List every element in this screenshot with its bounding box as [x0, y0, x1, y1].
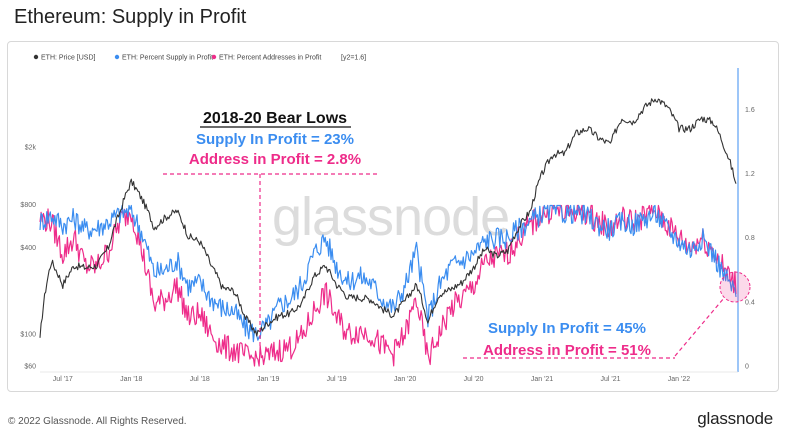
x-tick-label: Jan '21 [531, 376, 553, 383]
annotation-label-4: Address in Profit = 51% [483, 342, 651, 359]
x-tick-label: Jan '22 [668, 376, 690, 383]
legend-item-2: ETH: Percent Addresses in Profit [219, 55, 321, 62]
x-tick-label: Jan '20 [394, 376, 416, 383]
watermark-text: glassnode [272, 187, 509, 247]
current-pointer [674, 297, 725, 357]
x-tick-label: Jan '18 [120, 376, 142, 383]
x-tick-label: Jul '21 [600, 376, 620, 383]
legend-item-3: [y2=1.6] [341, 55, 366, 62]
y-right-tick-label: 0.8 [745, 235, 755, 242]
legend-marker-2 [211, 54, 217, 60]
y-right-tick-label: 0 [745, 364, 749, 371]
x-tick-label: Jul '18 [190, 376, 210, 383]
legend-marker-0 [33, 54, 39, 60]
legend-item-0: ETH: Price [USD] [41, 55, 96, 62]
current-highlight-circle [719, 271, 751, 303]
y-left-tick-label: $400 [20, 245, 36, 252]
annotation-label-0: 2018-20 Bear Lows [203, 110, 347, 127]
legend-marker-1 [114, 54, 120, 60]
y-left-tick-label: $60 [24, 364, 36, 371]
y-right-tick-label: 1.2 [745, 171, 755, 178]
series-layer [39, 98, 737, 367]
footer-copyright: © 2022 Glassnode. All Rights Reserved. [8, 416, 187, 427]
annotation-layer: 2018-20 Bear Lows Supply In Profit = 23% A… [163, 110, 751, 359]
x-tick-label: Jul '17 [53, 376, 73, 383]
page-title: Ethereum: Supply in Profit [14, 6, 247, 28]
chart-legend: ETH: Price [USD] ETH: Percent Supply in P… [33, 54, 366, 62]
chart-axes: $60 $100 $400 $800 $2k 0 0.4 0.8 1.2 1.6 Jul '17 Ja… [20, 68, 755, 383]
y-right-tick-label: 0.4 [745, 299, 755, 306]
y-right-tick-label: 1.6 [745, 107, 755, 114]
annotation-label-1: Supply In Profit = 23% [196, 131, 354, 148]
x-tick-label: Jul '19 [327, 376, 347, 383]
legend-item-1: ETH: Percent Supply in Profit [122, 55, 213, 62]
annotation-label-3: Supply In Profit = 45% [488, 320, 646, 337]
series-line-1 [39, 204, 737, 343]
series-line-0 [39, 98, 737, 338]
footer-brand-logo: glassnode [697, 409, 773, 428]
y-left-tick-label: $2k [25, 145, 37, 152]
annotation-label-2: Address in Profit = 2.8% [189, 151, 361, 168]
y-left-tick-label: $100 [20, 332, 36, 339]
x-tick-label: Jan '19 [257, 376, 279, 383]
x-tick-label: Jul '20 [464, 376, 484, 383]
y-left-tick-label: $800 [20, 202, 36, 209]
